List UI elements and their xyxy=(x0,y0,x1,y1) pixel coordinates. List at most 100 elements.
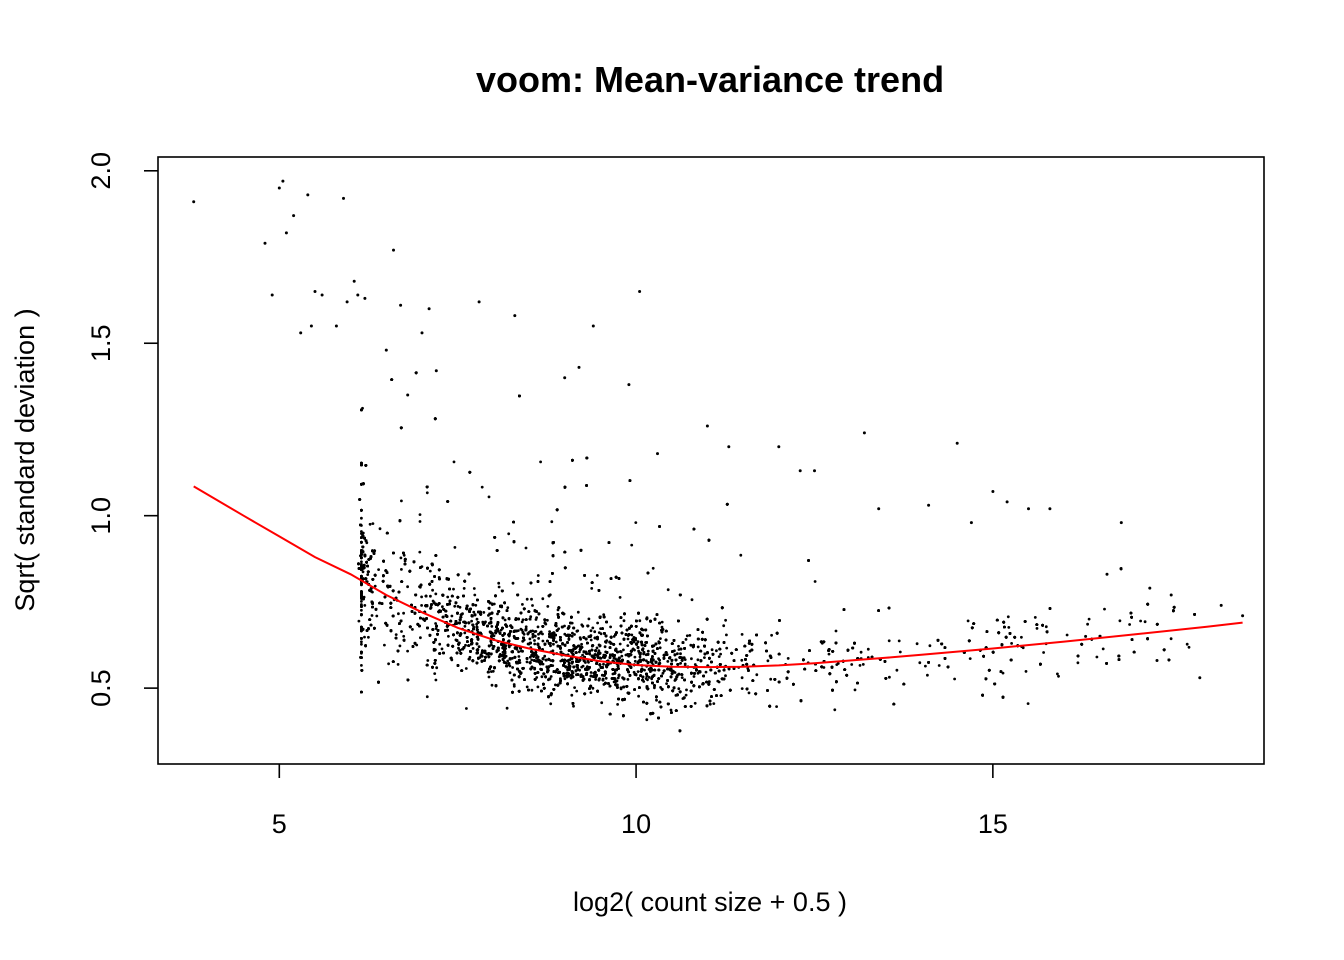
data-point xyxy=(1187,645,1191,649)
data-point xyxy=(1065,633,1069,637)
data-point xyxy=(378,527,382,531)
data-point xyxy=(966,619,970,623)
data-point xyxy=(589,691,593,694)
data-point xyxy=(524,625,528,629)
data-point xyxy=(299,331,303,335)
data-point xyxy=(591,324,595,328)
data-point xyxy=(546,605,550,608)
data-point xyxy=(858,664,862,667)
data-point xyxy=(536,574,540,577)
data-point xyxy=(464,667,468,670)
data-point xyxy=(528,655,532,659)
data-point xyxy=(1105,572,1109,576)
data-point xyxy=(563,677,567,681)
data-point xyxy=(638,290,642,293)
data-point xyxy=(418,550,422,554)
data-point xyxy=(559,677,562,681)
data-point xyxy=(357,619,361,623)
data-point xyxy=(650,677,654,681)
data-point xyxy=(658,646,662,650)
y-tick-label: 2.0 xyxy=(86,152,116,190)
data-point xyxy=(575,689,579,693)
data-point xyxy=(1027,507,1030,511)
data-point xyxy=(473,593,477,597)
data-point xyxy=(418,585,422,589)
data-point xyxy=(690,657,693,661)
data-point xyxy=(366,573,370,576)
data-point xyxy=(1057,674,1060,678)
data-point xyxy=(590,587,594,590)
data-point xyxy=(1001,671,1005,675)
data-point xyxy=(406,649,409,653)
data-point xyxy=(673,671,677,674)
data-point xyxy=(647,676,651,679)
data-point xyxy=(724,674,727,678)
data-point xyxy=(420,595,423,599)
data-point xyxy=(587,617,591,621)
data-point xyxy=(593,630,597,634)
data-point xyxy=(725,646,729,650)
data-point xyxy=(786,657,790,660)
data-point xyxy=(487,675,491,679)
data-point xyxy=(426,659,430,662)
data-point xyxy=(1048,507,1052,511)
data-point xyxy=(708,702,712,706)
data-point xyxy=(573,633,576,636)
data-point xyxy=(850,663,854,666)
data-point xyxy=(955,441,959,445)
data-point xyxy=(431,588,434,592)
data-point xyxy=(633,655,637,659)
data-point xyxy=(853,688,857,692)
data-point xyxy=(394,633,398,636)
data-point xyxy=(630,543,634,547)
data-point xyxy=(633,659,637,663)
data-point xyxy=(530,688,534,692)
data-point xyxy=(937,664,941,667)
data-point xyxy=(626,678,630,681)
data-point xyxy=(363,604,367,607)
data-point xyxy=(898,650,902,654)
data-point xyxy=(549,644,552,648)
data-point xyxy=(528,637,532,641)
data-point xyxy=(685,634,689,638)
data-point xyxy=(918,661,922,665)
data-point xyxy=(531,635,535,639)
data-point xyxy=(660,625,664,629)
data-point xyxy=(572,704,575,708)
data-point xyxy=(834,629,838,633)
data-point xyxy=(656,452,659,456)
data-point xyxy=(464,643,467,647)
data-point xyxy=(715,649,718,653)
data-point xyxy=(360,530,363,533)
data-point xyxy=(927,503,931,507)
y-tick-label: 1.0 xyxy=(86,497,116,535)
data-point xyxy=(192,200,196,204)
data-point xyxy=(1026,702,1030,705)
data-point xyxy=(556,608,560,612)
data-point xyxy=(926,673,929,677)
data-point xyxy=(1241,614,1245,618)
data-point xyxy=(334,324,338,328)
data-point xyxy=(511,656,514,660)
data-point xyxy=(1005,500,1009,504)
data-point xyxy=(402,634,406,638)
data-point xyxy=(563,624,566,628)
data-point xyxy=(402,553,406,557)
data-point xyxy=(616,703,619,706)
data-point xyxy=(490,683,494,687)
data-point xyxy=(740,633,744,636)
data-point xyxy=(525,685,529,689)
data-point xyxy=(537,637,540,640)
data-point xyxy=(472,587,476,590)
data-point xyxy=(397,612,400,616)
y-tick-label: 1.5 xyxy=(86,324,116,362)
data-point xyxy=(463,631,467,635)
x-tick-label: 10 xyxy=(621,809,651,839)
data-point xyxy=(570,693,574,697)
data-point xyxy=(567,637,571,640)
data-point xyxy=(712,702,716,705)
data-point xyxy=(692,675,696,678)
data-point xyxy=(683,658,687,661)
data-point xyxy=(567,661,571,665)
data-point xyxy=(638,655,642,659)
